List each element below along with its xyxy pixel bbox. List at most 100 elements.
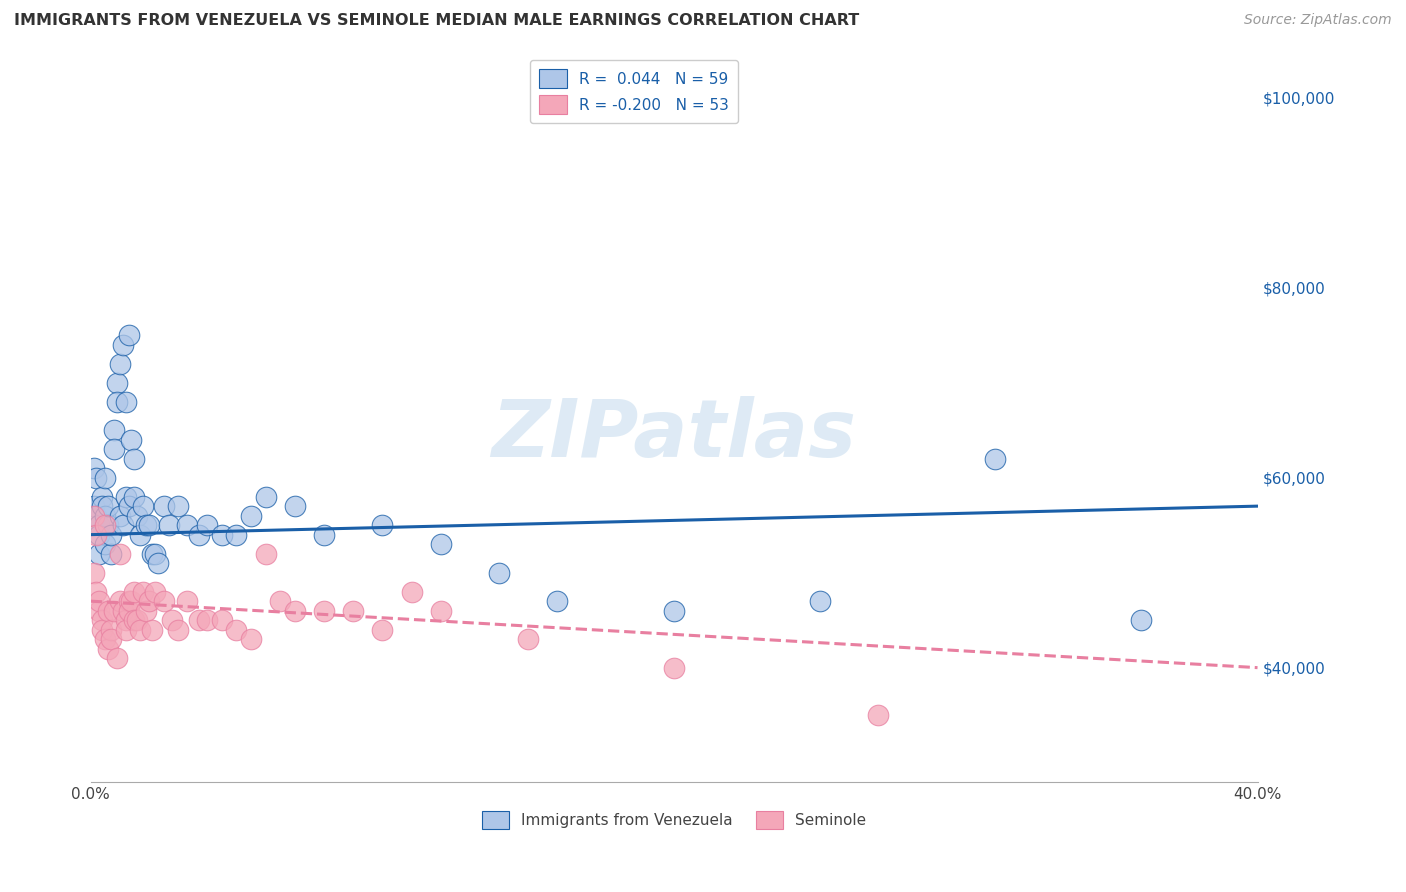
Point: [97, 499, 120, 513]
Point: [117, 328, 139, 343]
Point: [138, 518, 160, 533]
Point: [240, 632, 263, 647]
Point: [143, 584, 166, 599]
Legend: Immigrants from Venezuela, Seminole: Immigrants from Venezuela, Seminole: [475, 805, 873, 836]
Point: [129, 623, 152, 637]
Point: [225, 623, 247, 637]
Point: [254, 547, 277, 561]
Point: [662, 604, 685, 618]
Point: [401, 584, 423, 599]
Point: [176, 518, 198, 533]
Point: [91, 490, 114, 504]
Point: [127, 508, 149, 523]
Point: [195, 613, 218, 627]
Text: Source: ZipAtlas.com: Source: ZipAtlas.com: [1244, 13, 1392, 28]
Point: [97, 604, 120, 618]
Point: [162, 613, 184, 627]
Point: [342, 604, 364, 618]
Point: [546, 594, 568, 608]
Point: [808, 594, 831, 608]
Point: [111, 518, 134, 533]
Point: [984, 451, 1007, 466]
Point: [100, 632, 122, 647]
Point: [89, 518, 111, 533]
Point: [89, 547, 111, 561]
Point: [429, 537, 451, 551]
Point: [176, 594, 198, 608]
Point: [108, 594, 131, 608]
Point: [662, 660, 685, 674]
Point: [1129, 613, 1152, 627]
Point: [312, 527, 335, 541]
Point: [117, 594, 139, 608]
Point: [254, 490, 277, 504]
Point: [167, 499, 190, 513]
Point: [195, 518, 218, 533]
Point: [86, 470, 108, 484]
Point: [83, 461, 105, 475]
Point: [132, 584, 155, 599]
Point: [100, 547, 122, 561]
Point: [141, 623, 163, 637]
Point: [89, 594, 111, 608]
Point: [138, 594, 160, 608]
Point: [120, 433, 142, 447]
Point: [187, 613, 209, 627]
Point: [108, 547, 131, 561]
Point: [114, 613, 136, 627]
Point: [83, 566, 105, 580]
Point: [120, 594, 142, 608]
Point: [211, 527, 233, 541]
Point: [100, 623, 122, 637]
Point: [135, 518, 157, 533]
Point: [132, 499, 155, 513]
Point: [105, 376, 128, 390]
Point: [225, 527, 247, 541]
Point: [103, 423, 125, 437]
Point: [240, 508, 263, 523]
Point: [167, 623, 190, 637]
Point: [94, 537, 117, 551]
Point: [124, 451, 146, 466]
Point: [129, 527, 152, 541]
Point: [86, 527, 108, 541]
Point: [127, 613, 149, 627]
Point: [141, 547, 163, 561]
Point: [143, 547, 166, 561]
Point: [124, 490, 146, 504]
Point: [86, 508, 108, 523]
Point: [94, 632, 117, 647]
Point: [371, 623, 394, 637]
Point: [284, 604, 307, 618]
Point: [111, 604, 134, 618]
Point: [269, 594, 291, 608]
Point: [284, 499, 307, 513]
Point: [100, 527, 122, 541]
Point: [83, 508, 105, 523]
Point: [89, 527, 111, 541]
Point: [94, 518, 117, 533]
Point: [97, 641, 120, 656]
Text: ZIPatlas: ZIPatlas: [492, 396, 856, 474]
Point: [117, 604, 139, 618]
Point: [429, 604, 451, 618]
Point: [517, 632, 540, 647]
Point: [146, 556, 169, 570]
Point: [103, 604, 125, 618]
Point: [105, 394, 128, 409]
Point: [371, 518, 394, 533]
Point: [111, 337, 134, 351]
Point: [108, 357, 131, 371]
Point: [91, 613, 114, 627]
Point: [868, 708, 890, 723]
Text: IMMIGRANTS FROM VENEZUELA VS SEMINOLE MEDIAN MALE EARNINGS CORRELATION CHART: IMMIGRANTS FROM VENEZUELA VS SEMINOLE ME…: [14, 13, 859, 29]
Point: [124, 584, 146, 599]
Point: [89, 604, 111, 618]
Point: [124, 613, 146, 627]
Point: [83, 499, 105, 513]
Point: [105, 651, 128, 665]
Point: [211, 613, 233, 627]
Point: [94, 470, 117, 484]
Point: [135, 604, 157, 618]
Point: [97, 518, 120, 533]
